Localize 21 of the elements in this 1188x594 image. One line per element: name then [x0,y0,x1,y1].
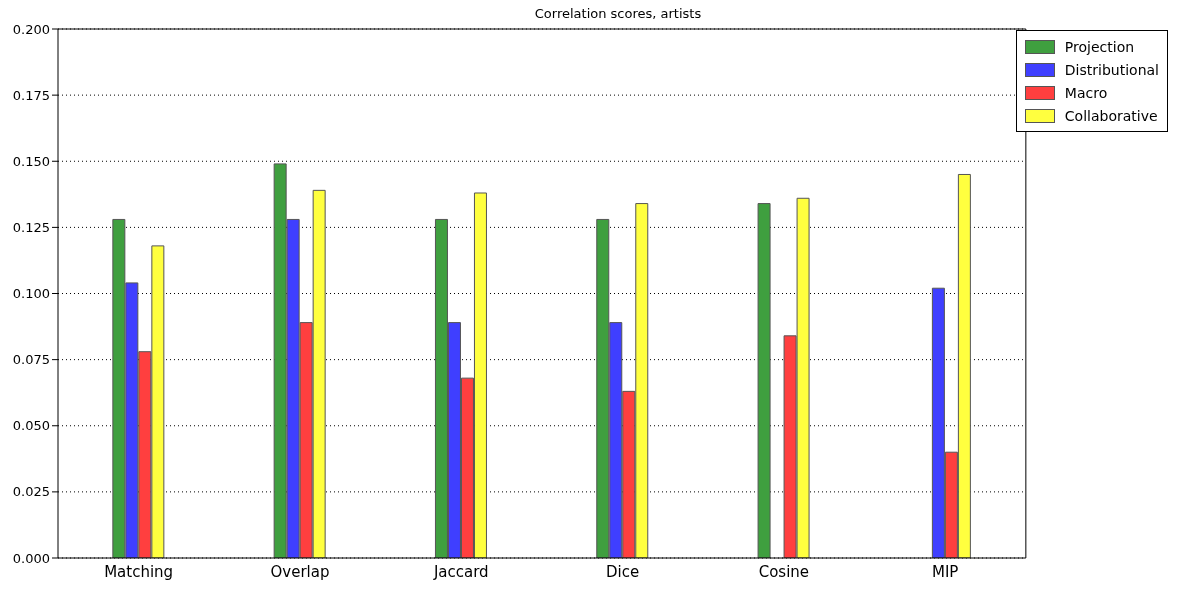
y-tick-label: 0.175 [12,87,50,103]
x-tick-label: Dice [605,562,640,581]
y-tick-label: 0.050 [12,418,50,434]
y-tick-label: 0.000 [12,550,50,566]
y-tick-label: 0.100 [12,286,50,302]
y-tick-label: 0.075 [12,352,50,368]
legend-label: Collaborative [1064,107,1158,124]
x-tick-label: Matching [104,562,174,581]
y-tick-label: 0.025 [12,484,50,500]
x-tick-label: MIP [931,562,959,581]
x-tick-label: Cosine [758,562,810,581]
x-tick-label: Jaccard [432,562,489,581]
legend-label: Macro [1064,84,1108,101]
y-tick-label: 0.150 [12,153,50,169]
bar [757,203,771,558]
y-tick-label: 0.200 [12,21,50,37]
x-tick-label: Overlap [270,562,330,581]
chart-title: Correlation scores, artists [533,6,703,21]
legend-label: Distributional [1064,61,1159,78]
legend-label: Projection [1064,38,1135,55]
y-tick-label: 0.125 [12,219,50,235]
